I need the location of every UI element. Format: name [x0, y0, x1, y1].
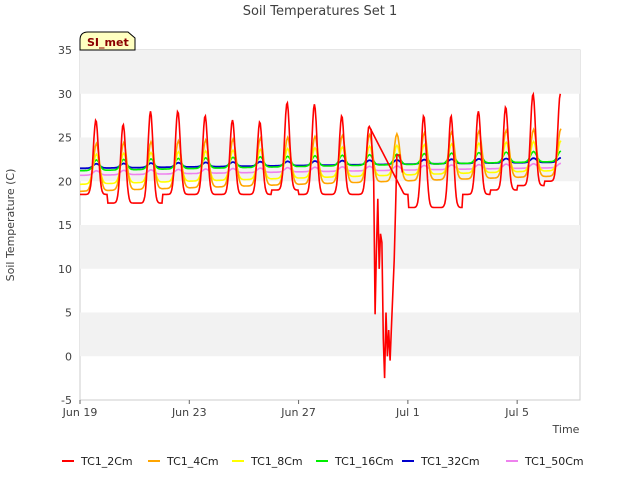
y-tick-label: 20 — [58, 175, 72, 188]
site-badge-text: SI_met — [87, 36, 129, 49]
x-tick-label: Jun 23 — [171, 406, 207, 419]
x-tick-label: Jul 5 — [504, 406, 529, 419]
legend-label-TC1_8Cm: TC1_8Cm — [250, 455, 303, 468]
chart-title: Soil Temperatures Set 1 — [243, 4, 398, 19]
site-badge: SI_met — [79, 31, 136, 51]
y-tick-label: 35 — [58, 44, 72, 57]
axes: -5 0 5 10 15 20 25 30 35 Jun 19 Jun 23 Jun 27 Jul 1 J… — [58, 44, 529, 419]
legend-label-TC1_2Cm: TC1_2Cm — [80, 455, 133, 468]
background-bands — [79, 49, 581, 401]
grid-band — [80, 50, 580, 94]
series-line-TC1_2Cm-anomaly — [370, 128, 404, 379]
y-tick-label: 0 — [65, 350, 72, 363]
y-tick-label: 5 — [65, 307, 72, 320]
series-line-TC1_2Cm — [80, 91, 562, 209]
series-lines — [80, 91, 562, 379]
legend-label-TC1_4Cm: TC1_4Cm — [166, 455, 219, 468]
y-tick-label: 15 — [58, 219, 72, 232]
site-badge-box — [79, 31, 136, 51]
y-tick-label: 10 — [58, 263, 72, 276]
x-axis-label: Time — [552, 423, 580, 436]
legend-label-TC1_32Cm: TC1_32Cm — [420, 455, 480, 468]
legend: TC1_2Cm TC1_4Cm TC1_8Cm TC1_16Cm TC1_32Cm TC1… — [62, 455, 584, 468]
x-tick-label: Jul 1 — [395, 406, 420, 419]
legend-label-TC1_16Cm: TC1_16Cm — [334, 455, 394, 468]
legend-label-TC1_50Cm: TC1_50Cm — [524, 455, 584, 468]
grid-band — [80, 312, 580, 357]
x-tick-label: Jun 27 — [280, 406, 316, 419]
y-axis-label: Soil Temperature (C) — [4, 169, 17, 282]
x-tick-label: Jun 19 — [62, 406, 98, 419]
y-tick-label: -5 — [61, 394, 72, 407]
y-tick-label: 25 — [58, 132, 72, 145]
y-tick-label: 30 — [58, 88, 72, 101]
grid-band — [80, 225, 580, 269]
